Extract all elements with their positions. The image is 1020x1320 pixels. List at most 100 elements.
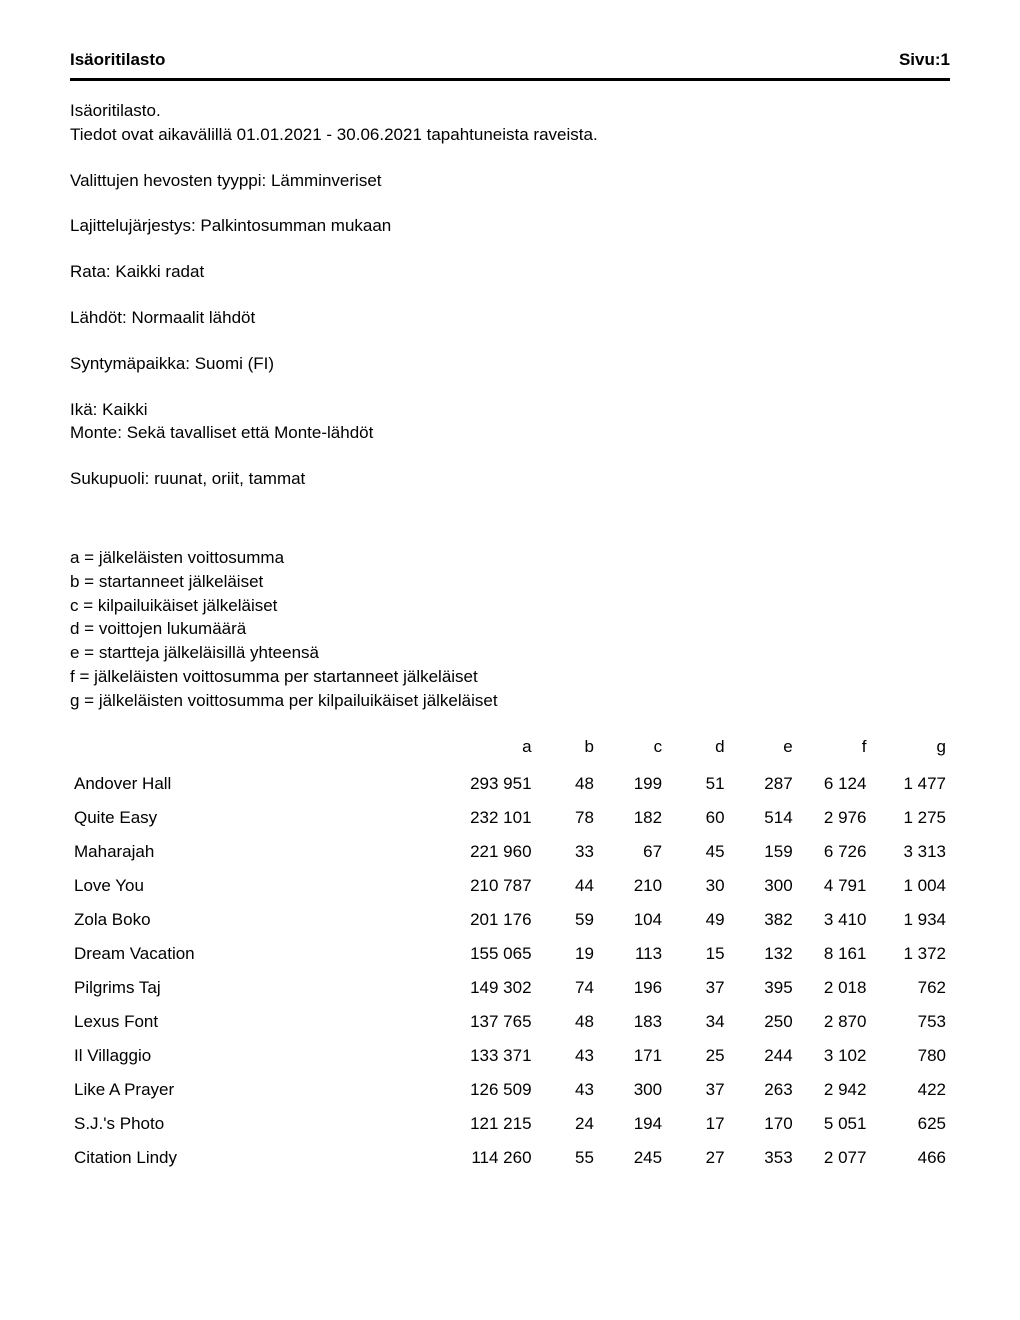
cell-g: 780 — [870, 1039, 950, 1073]
table-row: Pilgrims Taj149 30274196373952 018762 — [70, 971, 950, 1005]
info-type: Valittujen hevosten tyyppi: Lämminverise… — [70, 169, 950, 193]
cell-b: 59 — [536, 903, 598, 937]
table-row: Maharajah221 9603367451596 7263 313 — [70, 835, 950, 869]
cell-f: 5 051 — [797, 1107, 871, 1141]
sire-stats-table: a b c d e f g Andover Hall293 9514819951… — [70, 731, 950, 1175]
cell-d: 27 — [666, 1141, 728, 1175]
info-sort-text: Lajittelujärjestys: Palkintosumman mukaa… — [70, 214, 950, 238]
cell-name: Pilgrims Taj — [70, 971, 433, 1005]
cell-a: 201 176 — [433, 903, 535, 937]
cell-name: Maharajah — [70, 835, 433, 869]
cell-a: 114 260 — [433, 1141, 535, 1175]
cell-name: S.J.'s Photo — [70, 1107, 433, 1141]
cell-b: 43 — [536, 1073, 598, 1107]
col-header-e: e — [729, 731, 797, 767]
cell-a: 155 065 — [433, 937, 535, 971]
table-row: Il Villaggio133 37143171252443 102780 — [70, 1039, 950, 1073]
cell-g: 422 — [870, 1073, 950, 1107]
col-header-a: a — [433, 731, 535, 767]
header-divider — [70, 78, 950, 81]
cell-name: Quite Easy — [70, 801, 433, 835]
cell-d: 17 — [666, 1107, 728, 1141]
info-birthplace: Syntymäpaikka: Suomi (FI) — [70, 352, 950, 376]
info-starts-text: Lähdöt: Normaalit lähdöt — [70, 306, 950, 330]
cell-e: 132 — [729, 937, 797, 971]
legend-d: d = voittojen lukumäärä — [70, 617, 950, 641]
info-gender: Sukupuoli: ruunat, oriit, tammat — [70, 467, 950, 491]
cell-g: 1 372 — [870, 937, 950, 971]
page-header: Isäoritilasto Sivu:1 — [70, 50, 950, 70]
cell-name: Il Villaggio — [70, 1039, 433, 1073]
legend: a = jälkeläisten voittosumma b = startan… — [70, 546, 950, 713]
cell-c: 196 — [598, 971, 666, 1005]
cell-g: 1 275 — [870, 801, 950, 835]
col-header-f: f — [797, 731, 871, 767]
table-header-row: a b c d e f g — [70, 731, 950, 767]
info-type-text: Valittujen hevosten tyyppi: Lämminverise… — [70, 169, 950, 193]
info-track: Rata: Kaikki radat — [70, 260, 950, 284]
info-line1: Isäoritilasto. — [70, 99, 950, 123]
cell-f: 6 124 — [797, 767, 871, 801]
info-birthplace-text: Syntymäpaikka: Suomi (FI) — [70, 352, 950, 376]
cell-a: 232 101 — [433, 801, 535, 835]
cell-c: 113 — [598, 937, 666, 971]
legend-f: f = jälkeläisten voittosumma per startan… — [70, 665, 950, 689]
table-row: Like A Prayer126 50943300372632 942422 — [70, 1073, 950, 1107]
cell-f: 2 870 — [797, 1005, 871, 1039]
cell-a: 126 509 — [433, 1073, 535, 1107]
cell-name: Like A Prayer — [70, 1073, 433, 1107]
cell-b: 74 — [536, 971, 598, 1005]
legend-g: g = jälkeläisten voittosumma per kilpail… — [70, 689, 950, 713]
cell-f: 3 102 — [797, 1039, 871, 1073]
cell-c: 210 — [598, 869, 666, 903]
cell-d: 37 — [666, 971, 728, 1005]
cell-e: 300 — [729, 869, 797, 903]
table-row: S.J.'s Photo121 21524194171705 051625 — [70, 1107, 950, 1141]
cell-name: Dream Vacation — [70, 937, 433, 971]
cell-f: 2 976 — [797, 801, 871, 835]
cell-b: 48 — [536, 767, 598, 801]
cell-g: 466 — [870, 1141, 950, 1175]
cell-name: Love You — [70, 869, 433, 903]
cell-b: 78 — [536, 801, 598, 835]
cell-name: Andover Hall — [70, 767, 433, 801]
cell-c: 171 — [598, 1039, 666, 1073]
cell-g: 762 — [870, 971, 950, 1005]
cell-b: 24 — [536, 1107, 598, 1141]
cell-a: 221 960 — [433, 835, 535, 869]
table-row: Dream Vacation155 06519113151328 1611 37… — [70, 937, 950, 971]
cell-d: 15 — [666, 937, 728, 971]
cell-b: 55 — [536, 1141, 598, 1175]
cell-c: 67 — [598, 835, 666, 869]
cell-e: 287 — [729, 767, 797, 801]
cell-d: 25 — [666, 1039, 728, 1073]
cell-d: 45 — [666, 835, 728, 869]
legend-e: e = startteja jälkeläisillä yhteensä — [70, 641, 950, 665]
cell-a: 293 951 — [433, 767, 535, 801]
col-header-g: g — [870, 731, 950, 767]
cell-f: 2 942 — [797, 1073, 871, 1107]
cell-a: 121 215 — [433, 1107, 535, 1141]
cell-d: 60 — [666, 801, 728, 835]
cell-e: 159 — [729, 835, 797, 869]
cell-b: 19 — [536, 937, 598, 971]
cell-e: 514 — [729, 801, 797, 835]
cell-name: Zola Boko — [70, 903, 433, 937]
cell-d: 49 — [666, 903, 728, 937]
col-header-d: d — [666, 731, 728, 767]
info-starts: Lähdöt: Normaalit lähdöt — [70, 306, 950, 330]
cell-f: 6 726 — [797, 835, 871, 869]
cell-a: 210 787 — [433, 869, 535, 903]
info-age-monte: Ikä: Kaikki Monte: Sekä tavalliset että … — [70, 398, 950, 446]
cell-name: Citation Lindy — [70, 1141, 433, 1175]
col-header-name — [70, 731, 433, 767]
cell-g: 1 934 — [870, 903, 950, 937]
cell-f: 2 018 — [797, 971, 871, 1005]
cell-f: 3 410 — [797, 903, 871, 937]
col-header-c: c — [598, 731, 666, 767]
info-intro: Isäoritilasto. Tiedot ovat aikavälillä 0… — [70, 99, 950, 147]
cell-c: 245 — [598, 1141, 666, 1175]
cell-g: 3 313 — [870, 835, 950, 869]
cell-c: 104 — [598, 903, 666, 937]
cell-g: 1 477 — [870, 767, 950, 801]
